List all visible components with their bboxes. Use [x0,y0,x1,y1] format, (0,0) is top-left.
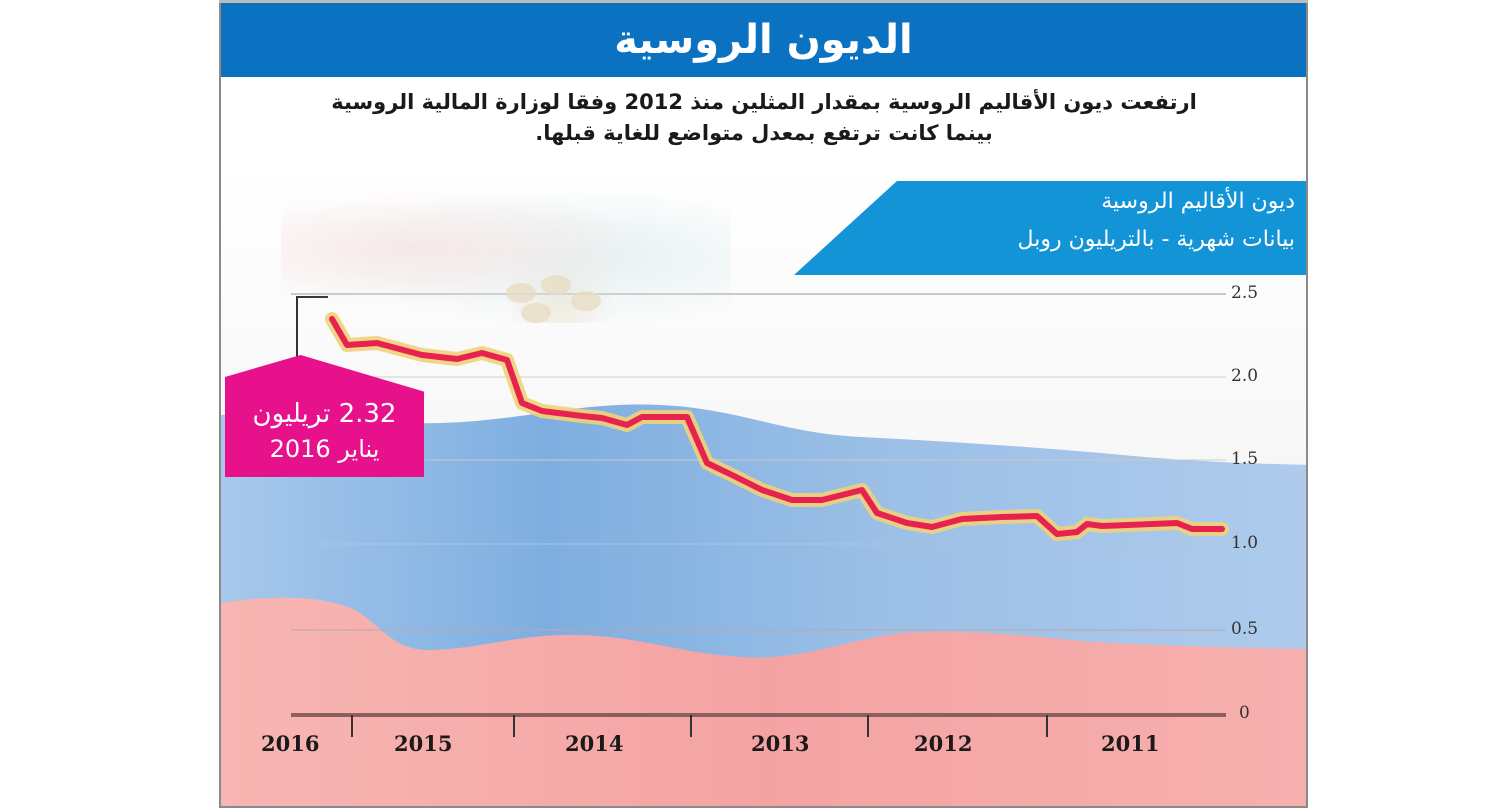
legend-title: ديون الأقاليم الروسية [1101,189,1295,214]
subtitle-line-1: ارتفعت ديون الأقاليم الروسية بمقدار المث… [331,90,1197,114]
value-callout: 2.32 تريليون يناير 2016 [225,355,424,477]
banknotes-image [281,173,731,323]
x-axis-label-2014: 2014 [565,731,624,756]
chart-area: ديون الأقاليم الروسية بيانات شهرية - بال… [221,163,1306,806]
subtitle: ارتفعت ديون الأقاليم الروسية بمقدار المث… [234,87,1294,149]
data-line [329,316,1225,537]
y-tick-label: 2.5 [1231,283,1259,303]
background-red-band [221,597,1306,806]
coin-image [571,291,601,311]
frame-top-border [219,0,1308,4]
y-tick-label: 1.0 [1231,533,1259,553]
legend-unit: بيانات شهرية - بالتريليون روبل [1017,227,1295,252]
coin-image [506,283,536,303]
x-axis-label-2015: 2015 [394,731,453,756]
y-tick-label: 2.0 [1231,366,1259,386]
title-bar: الديون الروسية [221,3,1306,77]
page-title: الديون الروسية [614,17,913,63]
x-axis-label-2013: 2013 [751,731,810,756]
callout-date: يناير 2016 [269,435,380,463]
callout-value: 2.32 تريليون [252,399,397,429]
x-axis-label-2011: 2011 [1101,731,1160,756]
coin-image [521,303,551,323]
y-tick-label: 1.5 [1231,449,1259,469]
y-tick-label: 0.5 [1231,619,1259,639]
coin-image [541,275,571,295]
x-axis-label-2016: 2016 [261,731,320,756]
x-axis-label-2012: 2012 [914,731,973,756]
infographic-frame: الديون الروسية ارتفعت ديون الأقاليم الرو… [219,3,1308,808]
legend-tag: ديون الأقاليم الروسية بيانات شهرية - بال… [794,181,1306,275]
y-tick-label: 0 [1239,703,1250,723]
subtitle-line-2: بينما كانت ترتفع بمعدل متواضع للغاية قبل… [535,121,993,145]
